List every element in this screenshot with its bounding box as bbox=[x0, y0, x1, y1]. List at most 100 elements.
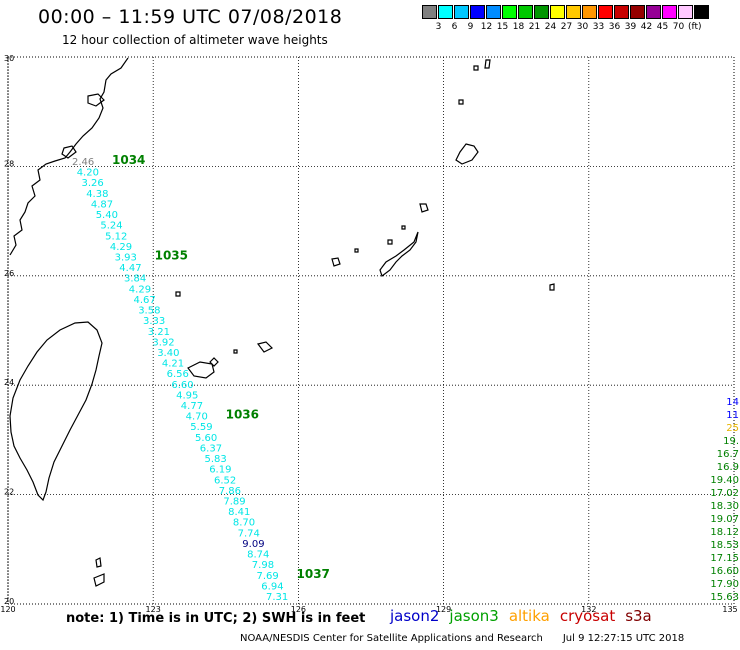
wave-height-value: 4.21 bbox=[162, 359, 184, 370]
legend-swatch bbox=[422, 5, 437, 19]
china-island bbox=[61, 145, 77, 159]
wave-height-value: 6.19 bbox=[209, 465, 231, 476]
satellite-legend: jason2 jason3 altika cryosat s3a bbox=[390, 607, 662, 625]
edge-wave-height-value: 17.15 bbox=[710, 553, 739, 564]
satellite-name: cryosat bbox=[559, 607, 616, 625]
island bbox=[331, 257, 341, 267]
wave-height-value: 3.21 bbox=[148, 327, 170, 338]
latitude-label: 22 bbox=[4, 488, 14, 497]
edge-wave-height-value: 25 bbox=[726, 423, 739, 434]
legend-label: 45 bbox=[656, 22, 669, 32]
legend-swatch bbox=[678, 5, 693, 19]
wave-height-value: 7.69 bbox=[257, 571, 279, 582]
batanes-island bbox=[95, 557, 102, 568]
wave-height-value: 2.46 bbox=[72, 157, 94, 168]
legend-swatch bbox=[646, 5, 661, 19]
wave-height-value: 4.20 bbox=[77, 168, 99, 179]
wave-height-value: 7.86 bbox=[219, 486, 241, 497]
legend-label: 9 bbox=[467, 22, 474, 32]
right-edge-values: 14 11 25 19. 16.7 16.9 19.40 17.02 18.30 19.07 18.… bbox=[710, 397, 739, 603]
wave-height-value: 4.67 bbox=[134, 295, 156, 306]
batanes-island bbox=[93, 573, 105, 587]
credit-line: NOAA/NESDIS Center for Satellite Applica… bbox=[240, 633, 684, 644]
latitude-label: 20 bbox=[4, 597, 14, 606]
lat-lon-grid bbox=[7, 56, 735, 605]
axis-tick-labels: 120 123 126 129 132 135 30 28 26 24 22 20 bbox=[0, 54, 737, 614]
china-coast bbox=[9, 57, 129, 256]
edge-wave-height-value: 19.07 bbox=[710, 514, 739, 525]
island bbox=[175, 291, 181, 297]
edge-wave-height-value: 17.02 bbox=[710, 488, 739, 499]
china-island bbox=[87, 93, 105, 107]
satellite-name: jason3 bbox=[449, 607, 499, 625]
wave-height-value: 4.87 bbox=[91, 199, 113, 210]
legend-swatch bbox=[534, 5, 549, 19]
amami-island bbox=[455, 143, 479, 165]
wave-height-value: 7.98 bbox=[252, 560, 274, 571]
wave-height-value: 4.38 bbox=[86, 189, 108, 200]
orbit-number: 1036 bbox=[226, 408, 259, 422]
edge-wave-height-value: 18.53 bbox=[710, 540, 739, 551]
satellite-name: jason2 bbox=[390, 607, 440, 625]
legend-swatch bbox=[598, 5, 613, 19]
legend-swatch bbox=[470, 5, 485, 19]
map-frame bbox=[7, 56, 735, 605]
legend-swatch bbox=[454, 5, 469, 19]
wave-height-value: 3.33 bbox=[143, 316, 165, 327]
latitude-label: 24 bbox=[4, 378, 14, 387]
wave-height-value: 5.83 bbox=[205, 454, 227, 465]
island bbox=[354, 248, 359, 253]
island bbox=[458, 99, 464, 105]
map-title: 00:00 – 11:59 UTC 07/08/2018 bbox=[38, 6, 343, 28]
wave-height-value: 4.95 bbox=[176, 390, 198, 401]
credit-text: NOAA/NESDIS Center for Satellite Applica… bbox=[240, 633, 543, 644]
wave-height-value: 5.24 bbox=[100, 221, 122, 232]
longitude-label: 132 bbox=[581, 605, 596, 614]
wave-height-value: 6.52 bbox=[214, 475, 236, 486]
legend-swatch bbox=[518, 5, 533, 19]
legend-label: 33 bbox=[592, 22, 605, 32]
wave-height-value: 3.84 bbox=[124, 274, 146, 285]
wave-height-value: 9.09 bbox=[242, 539, 264, 550]
legend-label: 21 bbox=[528, 22, 541, 32]
wave-height-value: 4.29 bbox=[129, 284, 151, 295]
wave-height-value: 8.41 bbox=[228, 507, 250, 518]
generation-timestamp: Jul 9 12:27:15 UTC 2018 bbox=[562, 633, 685, 644]
tokuno-island bbox=[419, 203, 429, 213]
legend-label: 3 bbox=[435, 22, 442, 32]
wave-height-value: 6.94 bbox=[261, 581, 283, 592]
wave-height-value: 4.77 bbox=[181, 401, 203, 412]
edge-wave-height-value: 14 bbox=[726, 397, 739, 408]
wave-height-value: 4.29 bbox=[110, 242, 132, 253]
legend-label: 39 bbox=[624, 22, 637, 32]
legend-unit: (ft) bbox=[688, 22, 702, 32]
map-subtitle: 12 hour collection of altimeter wave hei… bbox=[62, 33, 328, 47]
island bbox=[209, 357, 219, 367]
wave-height-value: 6.37 bbox=[200, 444, 222, 455]
legend-label: 24 bbox=[544, 22, 557, 32]
island bbox=[473, 65, 479, 71]
footer-note: note: 1) Time is in UTC; 2) SWH is in fe… bbox=[66, 611, 366, 626]
legend-swatch bbox=[502, 5, 517, 19]
wave-height-value: 5.60 bbox=[195, 433, 217, 444]
wave-height-value: 4.70 bbox=[186, 412, 208, 423]
legend-swatch bbox=[662, 5, 677, 19]
legend-label: 12 bbox=[480, 22, 493, 32]
legend-label: 27 bbox=[560, 22, 573, 32]
wave-height-value: 3.58 bbox=[138, 306, 160, 317]
legend-label: 18 bbox=[512, 22, 525, 32]
legend-label: 15 bbox=[496, 22, 509, 32]
wave-height-value: 3.40 bbox=[157, 348, 179, 359]
wave-height-value: 7.74 bbox=[238, 528, 260, 539]
longitude-label: 123 bbox=[146, 605, 161, 614]
island bbox=[401, 225, 406, 230]
legend-swatch bbox=[486, 5, 501, 19]
wave-height-value: 3.92 bbox=[152, 337, 174, 348]
island bbox=[484, 59, 491, 69]
wave-height-value: 7.89 bbox=[223, 497, 245, 508]
edge-wave-height-value: 18.30 bbox=[710, 501, 739, 512]
satellite-name: s3a bbox=[625, 607, 652, 625]
legend-label: 30 bbox=[576, 22, 589, 32]
latitude-label: 26 bbox=[4, 269, 14, 278]
